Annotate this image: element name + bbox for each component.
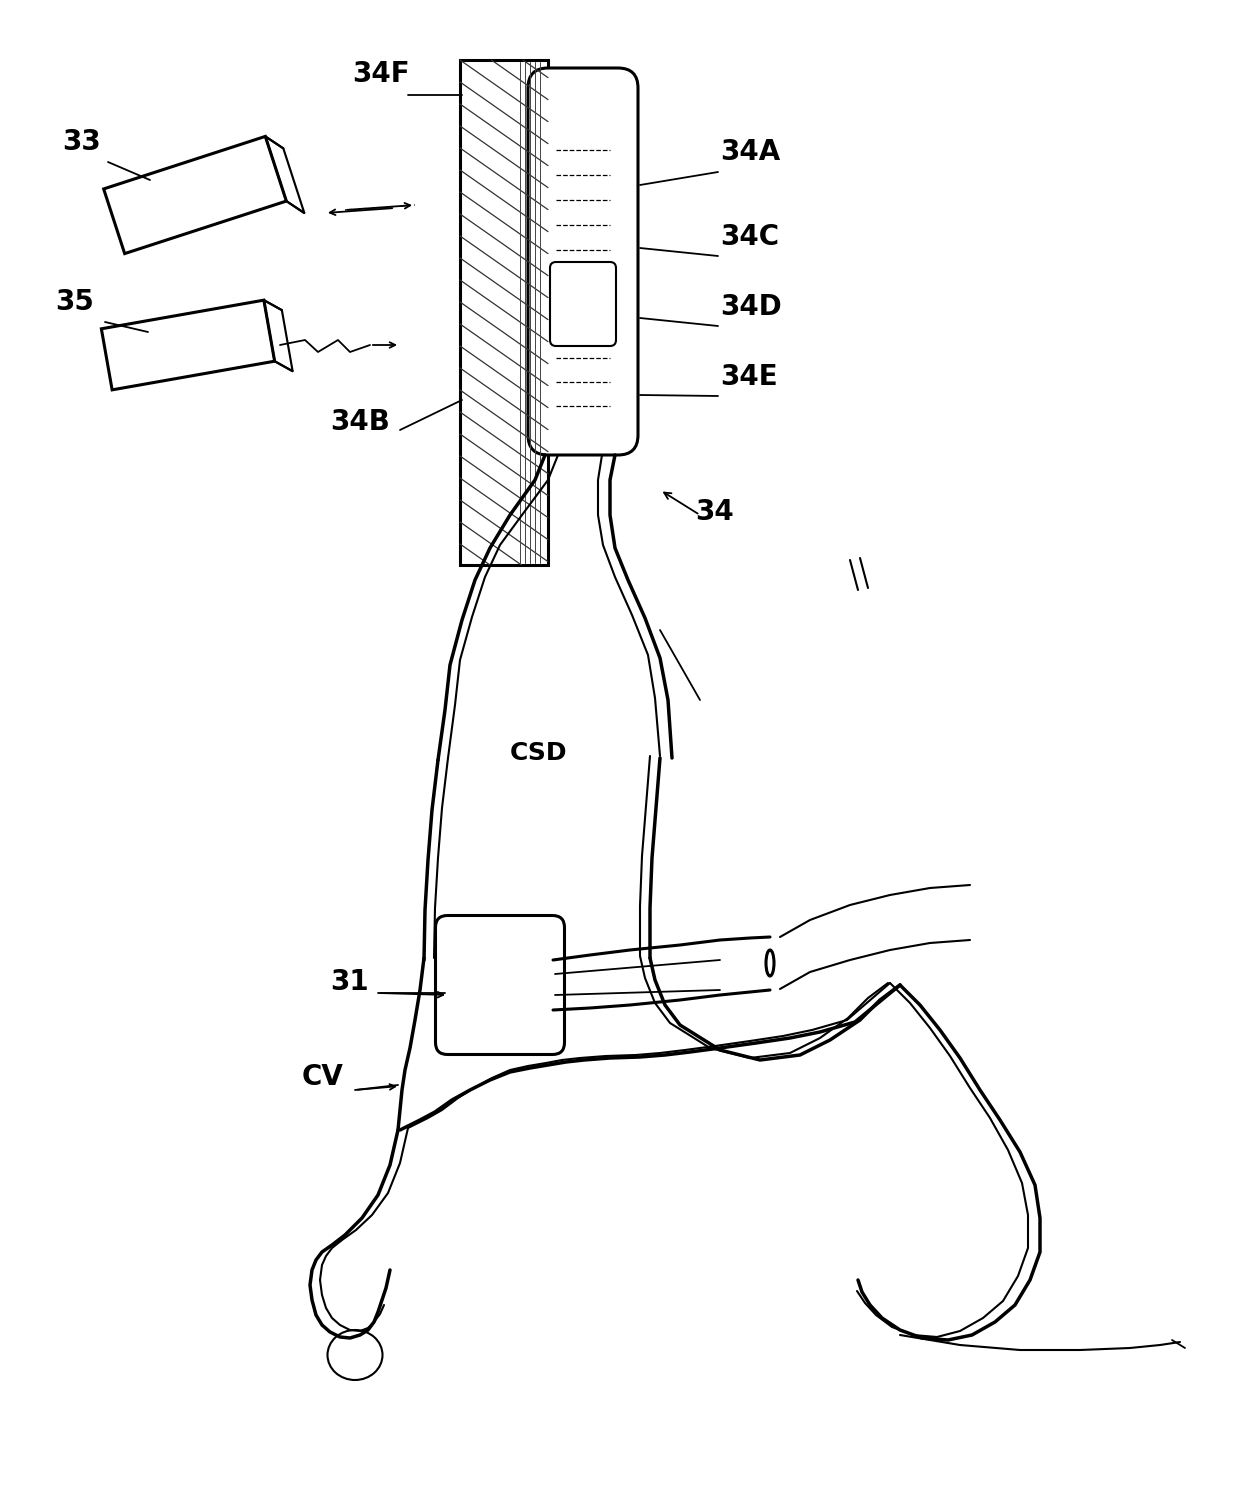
Text: 34E: 34E: [720, 362, 777, 391]
Bar: [460, 59, 548, 564]
FancyBboxPatch shape: [435, 915, 564, 1054]
Text: 34B: 34B: [330, 408, 389, 437]
Text: 34C: 34C: [720, 223, 779, 251]
Text: 34D: 34D: [720, 293, 781, 321]
Text: 35: 35: [55, 288, 94, 316]
Text: 33: 33: [62, 128, 100, 156]
Text: CSD: CSD: [510, 741, 568, 765]
FancyBboxPatch shape: [528, 68, 639, 454]
FancyBboxPatch shape: [551, 261, 616, 346]
Text: 34: 34: [694, 497, 734, 526]
Text: CV: CV: [303, 1063, 343, 1091]
Text: 34F: 34F: [352, 59, 409, 88]
Ellipse shape: [766, 950, 774, 976]
Text: 31: 31: [330, 968, 368, 996]
Ellipse shape: [327, 1331, 382, 1380]
Text: 34A: 34A: [720, 138, 780, 166]
